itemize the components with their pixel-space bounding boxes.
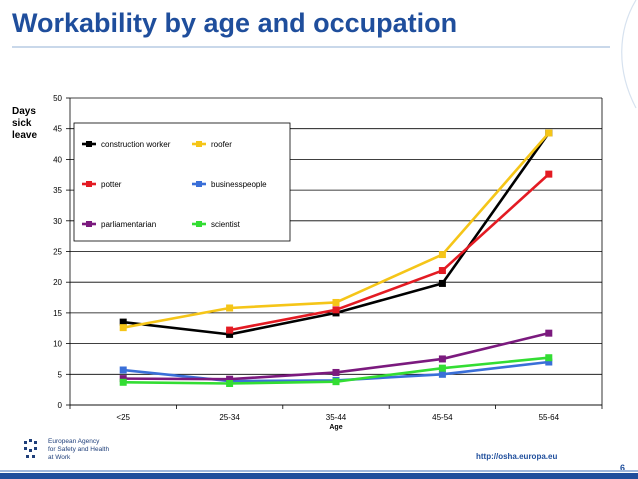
legend-box [73, 122, 291, 242]
y-tick-label: 40 [53, 155, 62, 164]
data-point [226, 304, 234, 312]
decorative-corner-curve [621, 0, 637, 109]
data-point [226, 330, 234, 338]
page-number: 6 [620, 463, 626, 473]
data-point [438, 279, 446, 287]
x-tick-label: 35-44 [326, 413, 347, 422]
y-tick-label: 10 [53, 340, 62, 349]
data-point [332, 378, 340, 386]
series-line [229, 173, 550, 332]
legend-label: construction worker [101, 140, 171, 149]
data-point [545, 358, 553, 366]
footer-stripe [0, 470, 638, 472]
x-tick-label: <25 [116, 413, 130, 422]
agency-line: European Agency [48, 438, 100, 445]
legend-swatch-marker [86, 141, 92, 147]
y-axis-label: Days sick leave [12, 106, 42, 142]
data-point [226, 380, 234, 388]
y-tick-label: 35 [53, 186, 62, 195]
y-tick-label: 25 [53, 248, 62, 257]
osha-link[interactable]: http://osha.europa.eu [476, 452, 558, 461]
y-tick-label: 5 [58, 370, 63, 379]
data-point [545, 354, 553, 362]
agency-logo [24, 439, 37, 458]
y-tick-label: 45 [53, 125, 62, 134]
legend-swatch-marker [196, 181, 202, 187]
data-point [119, 375, 127, 383]
data-point [119, 318, 127, 326]
legend-swatch-marker [86, 221, 92, 227]
y-tick-label: 0 [58, 401, 63, 410]
legend-label: potter [101, 180, 122, 189]
data-point [545, 129, 553, 137]
legend-swatch-marker [196, 221, 202, 227]
slide-title: Workability by age and occupation [12, 8, 458, 38]
footer-band [0, 473, 638, 479]
legend-label: businesspeople [211, 180, 267, 189]
legend-label: parliamentarian [101, 220, 156, 229]
data-point [226, 375, 234, 383]
agency-line: at Work [48, 454, 71, 461]
y-axis-label-line: leave [12, 130, 38, 141]
legend-swatch-marker [196, 141, 202, 147]
data-point [332, 306, 340, 314]
data-point [545, 170, 553, 178]
agency-name: European Agency for Safety and Health at… [48, 438, 109, 462]
data-point [438, 364, 446, 372]
data-point [226, 326, 234, 334]
title-divider [12, 46, 610, 48]
data-point [119, 366, 127, 374]
y-tick-label: 30 [53, 217, 62, 226]
legend-label: roofer [211, 140, 232, 149]
data-point [332, 298, 340, 306]
data-point [438, 267, 446, 275]
y-tick-label: 20 [53, 278, 62, 287]
y-tick-label: 15 [53, 309, 62, 318]
data-point [438, 251, 446, 259]
y-axis-label-line: sick [12, 118, 32, 129]
x-tick-label: 25-34 [219, 413, 240, 422]
data-point [545, 329, 553, 337]
y-axis-label-line: Days [12, 106, 36, 117]
x-tick-label: 55-64 [539, 413, 560, 422]
y-tick-label: 50 [53, 94, 62, 103]
x-axis-label: Age [329, 424, 342, 431]
data-point [332, 368, 340, 376]
data-point [438, 355, 446, 363]
data-point [438, 370, 446, 378]
legend-swatch-marker [86, 181, 92, 187]
agency-line: for Safety and Health [48, 446, 110, 453]
data-point [119, 324, 127, 332]
legend-label: scientist [211, 220, 241, 229]
x-tick-label: 45-54 [432, 413, 453, 422]
data-point [119, 378, 127, 386]
